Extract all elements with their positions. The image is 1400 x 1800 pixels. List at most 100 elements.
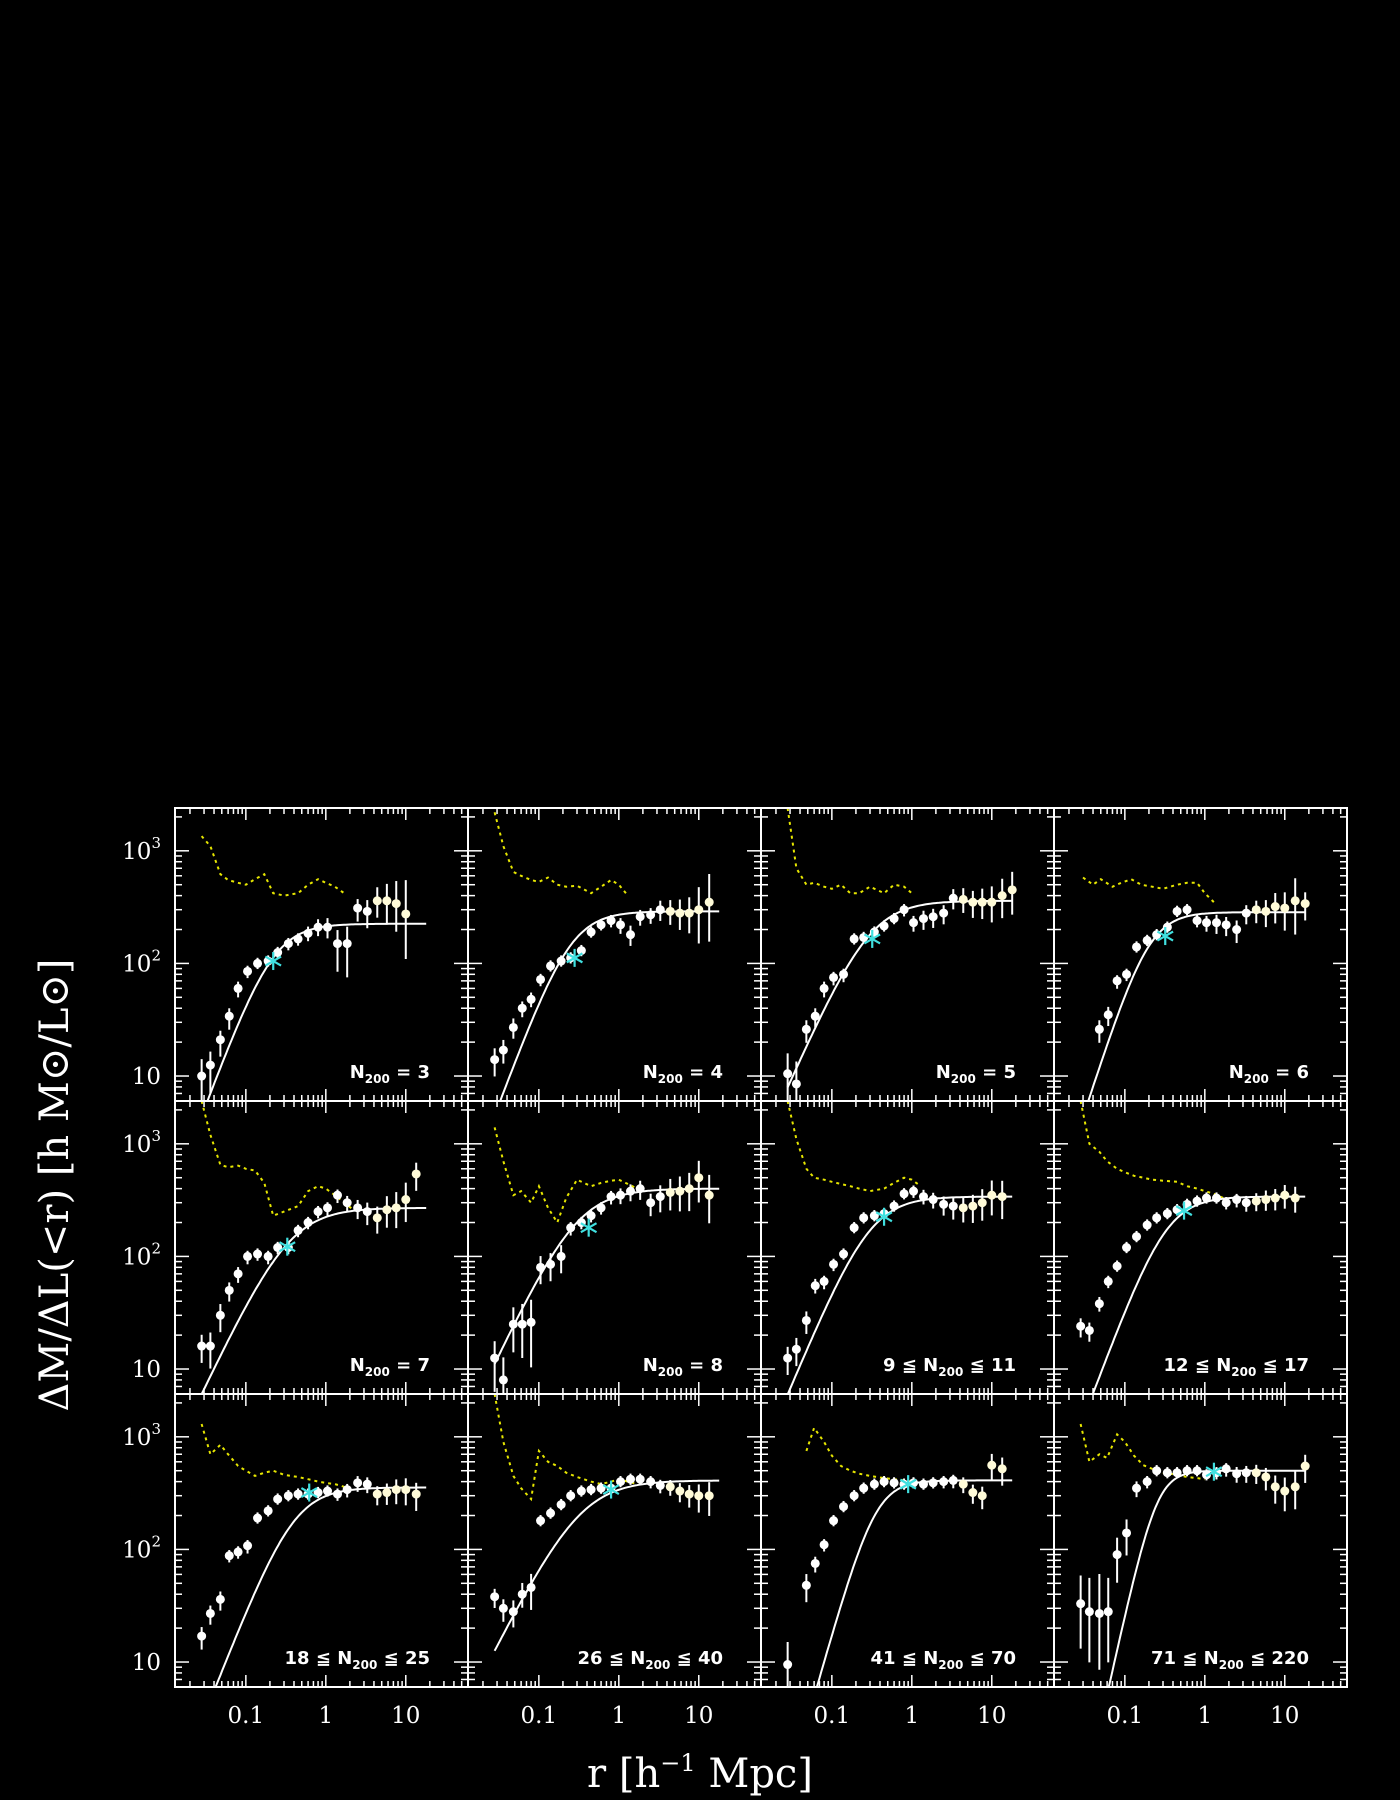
data-point (490, 1353, 500, 1363)
data-point (616, 1190, 626, 1200)
data-point (1221, 1464, 1231, 1474)
data-point (801, 1580, 811, 1590)
y-tick-label: 103 (122, 1127, 161, 1158)
data-point (313, 922, 323, 932)
data-point (997, 1464, 1007, 1474)
fit-curve (786, 1195, 1013, 1394)
data-point (928, 912, 938, 922)
data-point (273, 948, 283, 958)
data-point (704, 897, 714, 907)
data-point (556, 956, 566, 966)
data-point (977, 1198, 987, 1208)
scale-radius-marker (264, 952, 282, 971)
data-point (1162, 1209, 1172, 1219)
panel-label-pre: N (1229, 1062, 1244, 1083)
data-point (323, 1203, 333, 1213)
x-axis-title-sup: −1 (660, 1749, 695, 1777)
data-point (1112, 1550, 1122, 1560)
data-point (899, 1189, 909, 1199)
y-tick-exponent: 3 (151, 834, 161, 852)
data-point (391, 1203, 401, 1213)
data-point (1241, 908, 1251, 918)
data-point (1300, 899, 1310, 909)
data-point (526, 994, 536, 1004)
data-point (909, 1186, 919, 1196)
panel-plot-area (197, 1423, 427, 1687)
data-point (987, 1190, 997, 1200)
data-point (205, 1341, 215, 1351)
data-point (586, 927, 596, 937)
y-tick-label: 10 (132, 1650, 161, 1676)
data-point (253, 1249, 263, 1259)
fit-curve (815, 1479, 1013, 1687)
data-point (498, 1603, 508, 1613)
data-point (839, 1249, 849, 1259)
panel-label-sub: 200 (1231, 1365, 1256, 1379)
data-point (1122, 969, 1132, 979)
data-point (401, 909, 411, 919)
y-tick-base: 10 (122, 1132, 151, 1158)
panel-label-sub: 200 (658, 1365, 683, 1379)
data-point (1076, 1599, 1086, 1609)
data-point (1211, 1193, 1221, 1203)
scale-radius-marker (1205, 1462, 1223, 1481)
data-point (625, 930, 635, 940)
data-point (635, 1474, 645, 1484)
data-point (342, 1198, 352, 1208)
panel-label-post: ≦ 220 (1244, 1648, 1309, 1669)
panel-label-sub: 200 (365, 1072, 390, 1086)
data-point (1076, 1321, 1086, 1331)
data-point (313, 1488, 323, 1498)
data-point (977, 897, 987, 907)
data-point (1270, 902, 1280, 912)
data-point (205, 1608, 215, 1618)
data-point (849, 1223, 859, 1233)
data-point (1162, 1468, 1172, 1478)
panel-plot-area (1082, 876, 1310, 1101)
data-point (243, 1541, 253, 1551)
data-point (283, 1491, 293, 1501)
data-point (968, 1488, 978, 1498)
panel-label-sub: 200 (1244, 1072, 1269, 1086)
x-tick-label: 10 (977, 1703, 1006, 1729)
data-point (197, 1631, 207, 1641)
fit-curve (214, 1486, 427, 1687)
data-point (684, 1184, 694, 1194)
panel-plot-area (1076, 1423, 1310, 1687)
panel-label-post: ≦ 40 (670, 1648, 723, 1669)
scale-radius-marker (300, 1483, 318, 1502)
data-point (869, 1479, 879, 1489)
data-point (233, 1547, 243, 1557)
data-point (263, 1506, 273, 1516)
scale-marker-stroke (300, 1487, 318, 1498)
data-point (372, 1213, 382, 1223)
data-point (928, 1478, 938, 1488)
data-point (646, 1477, 656, 1487)
panel-label: N200 = 5 (936, 1062, 1016, 1086)
dotted-line (1079, 1101, 1224, 1199)
data-point (665, 906, 675, 916)
panel-12: 0.1 1 10 71 ≦ N200 ≦ 220 (1053, 1393, 1348, 1729)
panel-plot-area (197, 835, 427, 1101)
data-point (1142, 1477, 1152, 1487)
y-tick-exponent: 2 (151, 946, 161, 964)
y-tick-label: 10 (132, 1357, 161, 1383)
dotted-line (786, 808, 913, 895)
data-point (1192, 1466, 1202, 1476)
data-point (332, 1190, 342, 1200)
data-point (546, 1508, 556, 1518)
data-point (233, 983, 243, 993)
data-point (293, 1489, 303, 1499)
panel-ticks (468, 1101, 762, 1395)
data-point (536, 974, 546, 984)
panel-label-post: ≦ 25 (377, 1648, 430, 1669)
x-tick-label: 0.1 (1107, 1703, 1144, 1729)
data-point (810, 1281, 820, 1291)
data-point (233, 1269, 243, 1279)
data-point (879, 1477, 889, 1487)
scale-marker-stroke (580, 1222, 598, 1234)
data-point (948, 1201, 958, 1211)
data-point (490, 1055, 500, 1065)
data-point (675, 1486, 685, 1496)
